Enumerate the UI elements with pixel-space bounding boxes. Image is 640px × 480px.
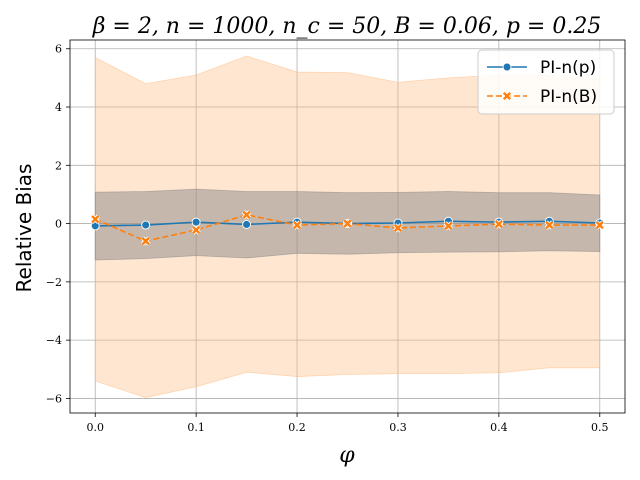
y-tick-label-2: −2 — [46, 276, 62, 289]
x-tick-label-2: 0.2 — [288, 421, 306, 434]
point-series-0-1 — [141, 220, 151, 230]
point-series-0-2 — [191, 217, 201, 227]
y-tick-label-1: −4 — [46, 334, 62, 347]
point-series-0-0 — [90, 221, 100, 231]
point-series-1-9 — [544, 220, 555, 230]
legend-box — [477, 49, 615, 115]
point-series-1-1 — [140, 236, 151, 246]
plot-area-frame — [69, 39, 626, 414]
point-series-1-4 — [292, 220, 302, 230]
legend-marker-0 — [502, 62, 512, 72]
point-series-1-8 — [494, 219, 504, 229]
y-tick-label-5: 4 — [55, 101, 62, 114]
chart-title: β = 2, n = 1000, n_c = 50, B = 0.06, p =… — [92, 14, 602, 39]
point-series-1-6 — [393, 223, 403, 233]
x-axis-ticks: 0.0 0.1 0.2 0.3 0.4 0.5 — [86, 413, 609, 434]
y-axis-title: Relative Bias — [12, 164, 36, 293]
x-tick-label-4: 0.4 — [490, 421, 508, 434]
y-tick-label-0: −6 — [46, 392, 62, 405]
y-axis-ticks: −6 −4 −2 0 2 4 6 — [46, 43, 70, 405]
legend-marker-1 — [502, 91, 512, 101]
x-tick-label-1: 0.1 — [187, 421, 205, 434]
point-series-1-3 — [241, 210, 252, 220]
point-series-0-3 — [242, 220, 252, 229]
x-tick-label-3: 0.3 — [389, 421, 407, 434]
point-series-1-10 — [595, 220, 605, 230]
series-markers — [90, 210, 605, 246]
y-tick-label-3: 0 — [55, 218, 62, 231]
legend: PI-n(p) PI-n(B) — [477, 49, 615, 115]
legend-label-1: PI-n(B) — [540, 87, 597, 107]
point-series-1-7 — [443, 221, 454, 231]
y-tick-label-6: 6 — [55, 43, 62, 56]
x-tick-label-0: 0.0 — [86, 421, 104, 434]
point-series-1-2 — [191, 225, 201, 235]
legend-label-0: PI-n(p) — [540, 58, 596, 78]
point-series-1-0 — [90, 214, 100, 224]
point-series-1-5 — [342, 218, 353, 229]
x-axis-title: φ — [339, 443, 355, 468]
y-tick-label-4: 2 — [55, 159, 62, 172]
x-tick-label-5: 0.5 — [591, 421, 609, 434]
